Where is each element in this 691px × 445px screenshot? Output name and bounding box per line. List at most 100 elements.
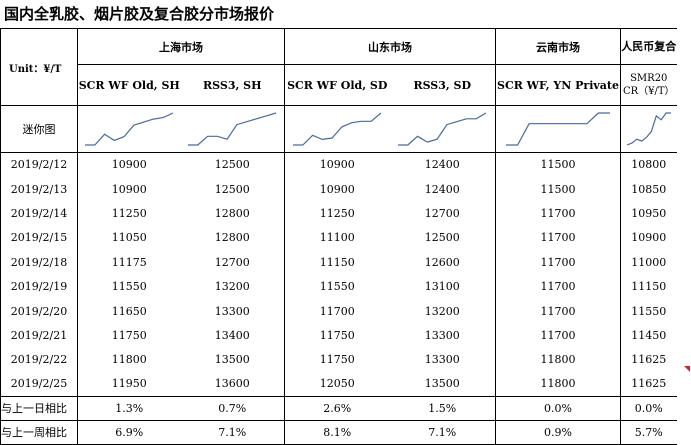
price-cell: 12600	[424, 255, 460, 269]
price-cell: 13500	[214, 353, 250, 367]
price-cell: 10900	[620, 225, 677, 251]
region-shanghai: 上海市场	[77, 28, 285, 65]
price-cell: 13100	[424, 280, 460, 294]
sparkline-label: 迷你图	[0, 105, 78, 153]
price-cell: 11500	[495, 151, 621, 177]
change-cell: 0.7%	[180, 395, 285, 421]
change-cell: 8.1%	[284, 419, 390, 445]
price-cell: 10900	[77, 151, 181, 177]
table-row: 2019/2/18 11175 12700 11150 12600 11700 11000	[0, 250, 677, 275]
row-date: 2019/2/15	[0, 225, 78, 251]
row-date: 2019/2/13	[0, 176, 78, 202]
row-date: 2019/2/19	[0, 274, 78, 299]
price-cell: 11550	[620, 298, 677, 324]
price-cell: 11700	[284, 298, 390, 324]
table-row: 2019/2/25 11950 13600 12050 13500 11800 11625	[0, 372, 677, 397]
price-cell: 13200	[424, 304, 460, 318]
price-cell: 12800	[214, 206, 250, 220]
sparkline-5	[495, 105, 621, 153]
price-cell: 11700	[495, 323, 621, 348]
data-rows: 2019/2/12 10900 12500 10900 12400 11500 10800 2…	[0, 151, 677, 397]
comment-marker	[684, 366, 690, 372]
price-cell: 12400	[424, 182, 460, 196]
price-cell: 11175	[77, 250, 181, 275]
change-cell: 7.1%	[180, 419, 285, 445]
row-date: 2019/2/21	[0, 323, 78, 348]
summary-row: 与上一周相比 6.9% 7.1% 8.1% 7.1% 0.9% 5.7%	[0, 419, 677, 445]
price-cell: 11750	[284, 347, 390, 373]
price-cell: 13300	[424, 353, 460, 367]
column-header-row: SCR WF Old, SH RSS3, SH SCR WF Old, SD R…	[1, 64, 677, 106]
price-cell: 10950	[620, 201, 677, 226]
col-rss3-sd: RSS3, SD	[413, 78, 472, 92]
table-row: 2019/2/22 11800 13500 11750 13300 11800 11625	[0, 347, 677, 373]
price-cell: 13600	[214, 377, 250, 391]
unit-label: Unit：¥/T	[9, 63, 62, 75]
col-scr-wf-sh: SCR WF Old, SH	[77, 64, 181, 106]
price-cell: 12700	[214, 255, 250, 269]
change-cell: 2.6%	[284, 395, 390, 421]
sparkline-path	[506, 112, 610, 146]
summary-rows: 与上一日相比 1.3% 0.7% 2.6% 1.5% 0.0% 0.0% 与上一周相比 6.9%…	[0, 395, 677, 445]
table-row: 2019/2/20 11650 13300 11700 13200 11700 11550	[0, 298, 677, 324]
sparkline-2	[180, 105, 285, 153]
region-rmb: 人民币复合	[620, 28, 677, 65]
price-cell: 11800	[77, 347, 181, 373]
price-cell: 11700	[495, 201, 621, 226]
table-row: 2019/2/21 11750 13400 11750 13300 11700 11450	[0, 323, 677, 348]
price-cell: 13300	[214, 304, 250, 318]
price-cell: 12050	[284, 372, 390, 397]
price-cell: 11750	[284, 323, 390, 348]
region-shandong: 山东市场	[284, 28, 496, 65]
row-date: 2019/2/20	[0, 298, 78, 324]
summary-label: 与上一日相比	[0, 395, 78, 421]
table-row: 2019/2/14 11250 12800 11250 12700 11700 10950	[0, 201, 677, 226]
price-cell: 11050	[77, 225, 181, 251]
price-cell: 11150	[620, 274, 677, 299]
change-cell: 0.9%	[495, 419, 621, 445]
table-row: 2019/2/15 11050 12800 11100 12500 11700 10900	[0, 225, 677, 251]
table-row: 2019/2/13 10900 12500 10900 12400 11500 10850	[0, 176, 677, 202]
price-cell: 11500	[495, 176, 621, 202]
price-cell: 12500	[214, 182, 250, 196]
summary-label: 与上一周相比	[0, 419, 78, 445]
change-cell: 5.7%	[620, 419, 677, 445]
price-cell: 10900	[77, 176, 181, 202]
sparkline-6	[620, 105, 677, 153]
table-row: 2019/2/19 11550 13200 11550 13100 11700 11150	[0, 274, 677, 299]
price-cell: 10900	[284, 176, 390, 202]
price-cell: 11550	[284, 274, 390, 299]
price-cell: 11800	[495, 347, 621, 373]
price-cell: 11150	[284, 250, 390, 275]
price-cell: 11800	[495, 372, 621, 397]
price-cell: 11550	[77, 274, 181, 299]
row-date: 2019/2/22	[0, 347, 78, 373]
price-cell: 11250	[284, 201, 390, 226]
region-header-row: Unit：¥/T 上海市场 山东市场 云南市场 人民币复合	[0, 28, 677, 106]
change-cell: 7.1%	[389, 419, 496, 445]
row-date: 2019/2/12	[0, 151, 78, 177]
price-cell: 11450	[620, 323, 677, 348]
price-cell: 11000	[620, 250, 677, 275]
price-cell: 11625	[620, 347, 677, 373]
price-cell: 12500	[424, 231, 460, 245]
col-smr20: SMR20 CR（¥/T）	[620, 64, 677, 106]
change-cell: 0.0%	[495, 395, 621, 421]
change-cell: 1.3%	[77, 395, 181, 421]
price-cell: 13200	[214, 280, 250, 294]
col-scr-wf-sd: SCR WF Old, SD	[284, 64, 390, 106]
sparkline-path	[293, 112, 382, 146]
sparkline-path	[398, 112, 487, 146]
col-scr-wf-yn: SCR WF, YN Private	[495, 64, 621, 106]
price-cell: 12400	[389, 151, 496, 177]
price-cell: 12500	[180, 151, 285, 177]
sparkline-1	[77, 105, 181, 153]
price-cell: 11750	[77, 323, 181, 348]
price-cell: 11250	[77, 201, 181, 226]
change-cell: 6.9%	[77, 419, 181, 445]
col-rss3-sh: RSS3, SH	[203, 78, 262, 92]
change-cell: 0.0%	[620, 395, 677, 421]
sparkline-path	[626, 112, 671, 146]
price-cell: 11700	[495, 225, 621, 251]
table-row: 2019/2/12 10900 12500 10900 12400 11500 10800	[0, 151, 677, 177]
